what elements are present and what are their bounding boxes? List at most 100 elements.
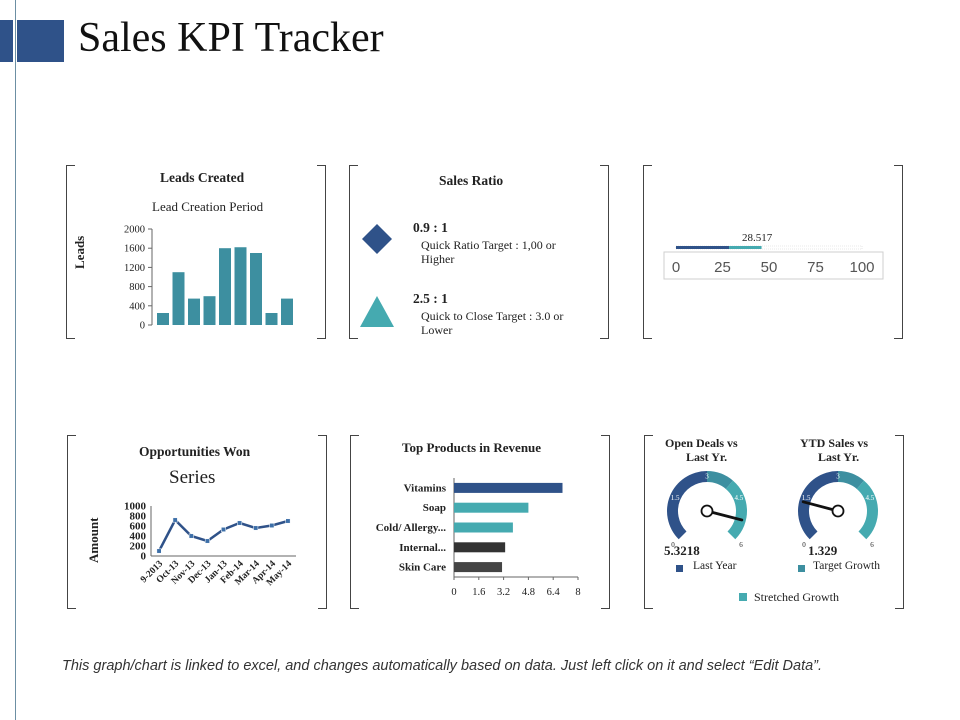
data-point	[221, 527, 226, 532]
gauge-hub	[700, 504, 714, 518]
data-point	[172, 517, 178, 523]
data-point	[253, 525, 259, 531]
leads-panel[interactable]: Leads Created Lead Creation Period Leads…	[66, 165, 326, 339]
x-tick-label: 8	[575, 587, 580, 598]
header-accent-small	[0, 20, 13, 62]
gauge-band	[725, 480, 747, 540]
ytd-title-2: Last Yr.	[818, 450, 860, 464]
x-tick-label: 3.2	[497, 587, 510, 598]
leads-chart: 0 400 800 1200 1600 2000	[124, 225, 293, 332]
y-tick-label: 400	[130, 531, 147, 543]
gauge-tick-label: 3	[705, 473, 709, 481]
data-point	[269, 523, 275, 528]
x-tick-label: 50	[761, 259, 778, 276]
close-ratio-value: 2.5 : 1	[413, 291, 448, 306]
y-tick-label: 800	[129, 282, 145, 293]
open-deals-title: Open Deals vs	[665, 436, 738, 450]
quick-ratio-value: 0.9 : 1	[413, 220, 448, 235]
bar	[203, 296, 216, 325]
y-tick-label: 200	[130, 541, 147, 553]
leads-title: Leads Created	[160, 170, 245, 185]
page-title: Sales KPI Tracker	[78, 15, 384, 61]
progress-chart: 28.517 0 25 50 75 100	[663, 232, 884, 280]
close-ratio-desc: Quick to Close Target : 3.0 or	[421, 309, 564, 323]
gauge-tick-label: 4.5	[734, 494, 743, 502]
data-point	[237, 520, 243, 526]
y-tick-label: 0	[141, 551, 147, 563]
progress-target-fill	[729, 246, 762, 249]
progress-frame	[663, 251, 884, 280]
bar	[454, 482, 563, 493]
series-label: Series	[169, 467, 216, 488]
gauge-tick-label: 6	[739, 541, 743, 549]
footer-note: This graph/chart is linked to excel, and…	[62, 658, 823, 674]
gauge-band	[856, 480, 878, 540]
y-tick-label: 1600	[124, 244, 145, 255]
quick-ratio-desc: Quick Ratio Target : 1,00 or	[421, 238, 556, 252]
bar	[454, 562, 503, 573]
legend-stretched-growth: Stretched Growth	[754, 590, 839, 604]
series-line	[157, 517, 289, 552]
progress-panel[interactable]: 28.517 0 25 50 75 100	[643, 165, 903, 339]
last-year-swatch	[676, 565, 683, 572]
gauge-band	[838, 471, 864, 489]
products-chart: Vitamins Soap Cold/ Allergy... Internal... S…	[376, 478, 581, 598]
quick-ratio-desc-2: Higher	[421, 252, 455, 266]
progress-value-label: 28.517	[742, 232, 773, 244]
category-label: Internal...	[399, 542, 446, 554]
gauges-panel[interactable]: Open Deals vs Last Yr. YTD Sales vs Last…	[644, 435, 904, 609]
y-tick-label: 1200	[124, 263, 145, 274]
progress-fill	[676, 246, 730, 249]
y-tick-label: 2000	[124, 225, 145, 236]
x-tick-label: 6.4	[547, 587, 561, 598]
opportunities-chart: 020040060080010009-2013Oct-13Nov-13Dec-1…	[124, 501, 296, 588]
category-label: Vitamins	[404, 482, 447, 494]
x-tick-label: 4.8	[522, 587, 535, 598]
x-tick-label: 75	[807, 259, 824, 276]
triangle-icon	[360, 296, 394, 327]
gauge-tick-label: 1.5	[671, 494, 680, 502]
bar	[188, 298, 200, 325]
bar	[250, 253, 262, 325]
bar	[219, 248, 231, 325]
x-tick-label: 0	[672, 259, 680, 276]
category-label: Soap	[423, 502, 446, 514]
bar	[265, 313, 278, 325]
products-panel[interactable]: Top Products in Revenue Vitamins Soap Cold…	[350, 435, 610, 609]
data-point	[156, 548, 162, 554]
sales-ratio-panel[interactable]: Sales Ratio 0.9 : 1 Quick Ratio Target :…	[349, 165, 609, 339]
header-accent-block	[17, 20, 64, 62]
bar	[454, 502, 529, 513]
open-deals-value: 5.3218	[664, 543, 700, 558]
gauge-band	[798, 471, 838, 540]
gauge-tick-label: 1.5	[802, 494, 811, 502]
x-tick-label: 1.6	[472, 587, 485, 598]
x-tick-label: 25	[714, 259, 731, 276]
gauge-hub	[831, 504, 845, 518]
close-ratio-desc-2: Lower	[421, 323, 453, 337]
opportunities-title: Opportunities Won	[139, 444, 251, 459]
y-tick-label: 400	[129, 301, 145, 312]
bar	[281, 298, 293, 325]
x-tick-label: 100	[849, 259, 874, 276]
gauge-band	[667, 471, 707, 540]
legend-last-year: Last Year	[693, 560, 737, 572]
open-deals-title-2: Last Yr.	[686, 450, 728, 464]
legend-target-growth: Target Growth	[813, 560, 881, 572]
bar	[234, 247, 247, 325]
opportunities-panel[interactable]: Opportunities Won Series Amount 0 200 400 6…	[67, 435, 327, 609]
category-label: Cold/ Allergy...	[376, 522, 447, 534]
data-point	[285, 518, 291, 524]
left-rule	[15, 0, 16, 720]
ytd-value: 1.329	[808, 543, 838, 558]
gauges-chart: 0 1.5 3 4.5 6 0 1.5 3 4.5 6	[667, 471, 878, 549]
stretched-growth-swatch	[739, 593, 747, 601]
bar	[454, 522, 513, 533]
gauge-tick-label: 4.5	[865, 494, 874, 502]
x-tick-label: 0	[451, 587, 456, 598]
bar	[157, 313, 169, 325]
gauge-tick-label: 0	[671, 541, 675, 549]
ytd-title: YTD Sales vs	[800, 436, 869, 450]
y-tick-label: 800	[130, 511, 147, 523]
sales-ratio-title: Sales Ratio	[439, 173, 504, 188]
